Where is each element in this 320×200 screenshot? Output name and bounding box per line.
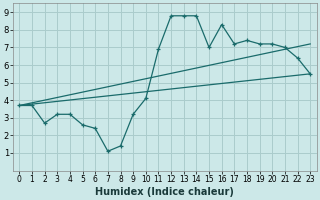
X-axis label: Humidex (Indice chaleur): Humidex (Indice chaleur): [95, 187, 234, 197]
